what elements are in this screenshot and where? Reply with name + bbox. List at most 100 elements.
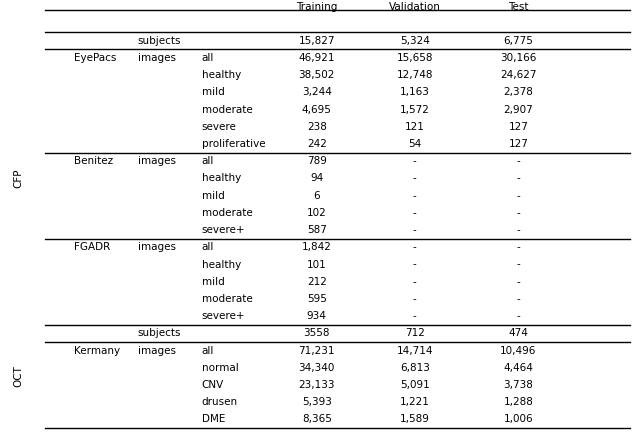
Text: -: - [516,277,520,287]
Text: 71,231: 71,231 [298,346,335,355]
Text: Training: Training [296,2,337,12]
Text: -: - [413,191,417,201]
Text: EyePacs: EyePacs [74,53,116,63]
Text: healthy: healthy [202,260,241,270]
Text: 102: 102 [307,208,326,218]
Text: 15,827: 15,827 [298,36,335,46]
Text: 789: 789 [307,156,327,166]
Text: 238: 238 [307,122,327,132]
Text: 54: 54 [408,139,421,149]
Text: -: - [413,260,417,270]
Text: moderate: moderate [202,208,252,218]
Text: 6,813: 6,813 [400,363,429,373]
Text: 595: 595 [307,294,327,304]
Text: 3,244: 3,244 [302,88,332,97]
Text: 4,464: 4,464 [504,363,533,373]
Text: images: images [138,53,175,63]
Text: all: all [202,53,214,63]
Text: -: - [516,156,520,166]
Text: mild: mild [202,191,225,201]
Text: 1,572: 1,572 [400,105,429,114]
Text: moderate: moderate [202,294,252,304]
Text: 2,907: 2,907 [504,105,533,114]
Text: 30,166: 30,166 [500,53,536,63]
Text: -: - [516,311,520,321]
Text: healthy: healthy [202,173,241,183]
Text: -: - [413,156,417,166]
Text: 2,378: 2,378 [504,88,533,97]
Text: CFP: CFP [13,169,23,188]
Text: Validation: Validation [388,2,441,12]
Text: Test: Test [508,2,529,12]
Text: all: all [202,156,214,166]
Text: Benitez: Benitez [74,156,113,166]
Text: -: - [516,294,520,304]
Text: -: - [516,173,520,183]
Text: -: - [516,260,520,270]
Text: 587: 587 [307,225,327,235]
Text: 38,502: 38,502 [299,70,335,80]
Text: -: - [516,225,520,235]
Text: 8,365: 8,365 [302,414,332,424]
Text: 1,221: 1,221 [400,397,429,407]
Text: 34,340: 34,340 [299,363,335,373]
Text: drusen: drusen [202,397,237,407]
Text: 712: 712 [404,329,425,338]
Text: 6,775: 6,775 [504,36,533,46]
Text: severe+: severe+ [202,311,245,321]
Text: mild: mild [202,277,225,287]
Text: -: - [413,311,417,321]
Text: -: - [413,277,417,287]
Text: 24,627: 24,627 [500,70,537,80]
Text: 23,133: 23,133 [298,380,335,390]
Text: 127: 127 [508,139,529,149]
Text: -: - [413,173,417,183]
Text: subjects: subjects [138,36,181,46]
Text: 15,658: 15,658 [396,53,433,63]
Text: all: all [202,346,214,355]
Text: mild: mild [202,88,225,97]
Text: proliferative: proliferative [202,139,265,149]
Text: -: - [516,242,520,252]
Text: 101: 101 [307,260,326,270]
Text: 4,695: 4,695 [302,105,332,114]
Text: -: - [413,208,417,218]
Text: 242: 242 [307,139,327,149]
Text: normal: normal [202,363,238,373]
Text: -: - [516,191,520,201]
Text: images: images [138,346,175,355]
Text: 121: 121 [404,122,425,132]
Text: 5,393: 5,393 [302,397,332,407]
Text: OCT: OCT [13,366,23,387]
Text: 46,921: 46,921 [298,53,335,63]
Text: 934: 934 [307,311,327,321]
Text: 1,288: 1,288 [504,397,533,407]
Text: 5,091: 5,091 [400,380,429,390]
Text: DME: DME [202,414,225,424]
Text: 474: 474 [508,329,529,338]
Text: CNV: CNV [202,380,224,390]
Text: moderate: moderate [202,105,252,114]
Text: 212: 212 [307,277,327,287]
Text: -: - [413,225,417,235]
Text: severe: severe [202,122,236,132]
Text: FGADR: FGADR [74,242,110,252]
Text: images: images [138,242,175,252]
Text: all: all [202,242,214,252]
Text: 3,738: 3,738 [504,380,533,390]
Text: subjects: subjects [138,329,181,338]
Text: 127: 127 [508,122,529,132]
Text: 1,006: 1,006 [504,414,533,424]
Text: 12,748: 12,748 [396,70,433,80]
Text: 3558: 3558 [303,329,330,338]
Text: 14,714: 14,714 [396,346,433,355]
Text: -: - [413,242,417,252]
Text: 1,842: 1,842 [302,242,332,252]
Text: 94: 94 [310,173,323,183]
Text: Kermany: Kermany [74,346,120,355]
Text: 1,589: 1,589 [400,414,429,424]
Text: 1,163: 1,163 [400,88,429,97]
Text: 10,496: 10,496 [500,346,536,355]
Text: severe+: severe+ [202,225,245,235]
Text: 6: 6 [314,191,320,201]
